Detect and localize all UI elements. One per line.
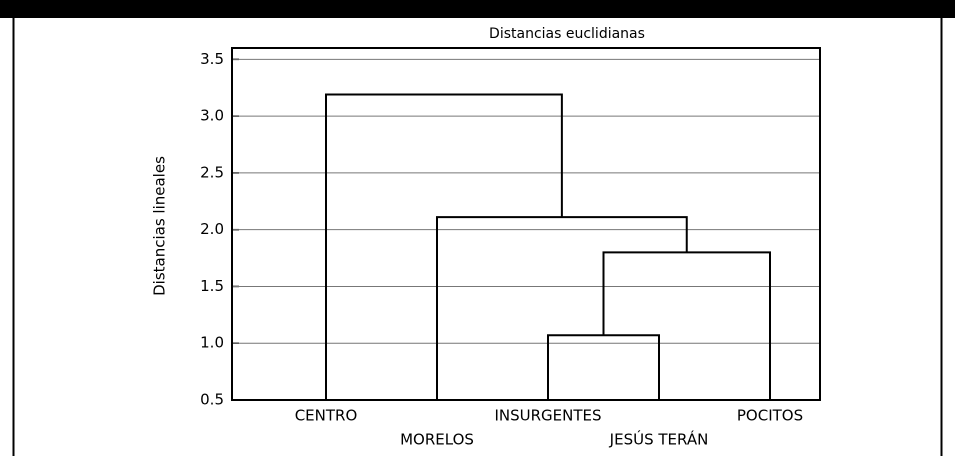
y-tick-label: 3.0	[200, 107, 224, 125]
y-tick-label: 2.0	[200, 220, 224, 238]
merge-link	[547, 334, 660, 400]
merge-link	[602, 251, 771, 400]
y-tick-label: 3.5	[200, 50, 224, 68]
y-tick-label: 0.5	[200, 391, 224, 409]
merge-link	[325, 93, 563, 400]
y-tick-label: 1.5	[200, 277, 224, 295]
header-bar	[0, 0, 955, 18]
plot-frame	[231, 47, 821, 401]
leaf-label: JESÚS TERÁN	[609, 430, 709, 449]
leaf-label: CENTRO	[295, 407, 358, 425]
chart-title: Distancias euclidianas	[489, 26, 645, 42]
leaf-label: INSURGENTES	[494, 407, 601, 425]
y-axis-label: Distancias lineales	[151, 156, 169, 296]
y-tick-label: 1.0	[200, 334, 224, 352]
leaf-label: POCITOS	[737, 407, 803, 425]
merge-link	[436, 216, 688, 400]
leaf-label: MORELOS	[400, 431, 474, 449]
y-tick-label: 2.5	[200, 163, 224, 181]
